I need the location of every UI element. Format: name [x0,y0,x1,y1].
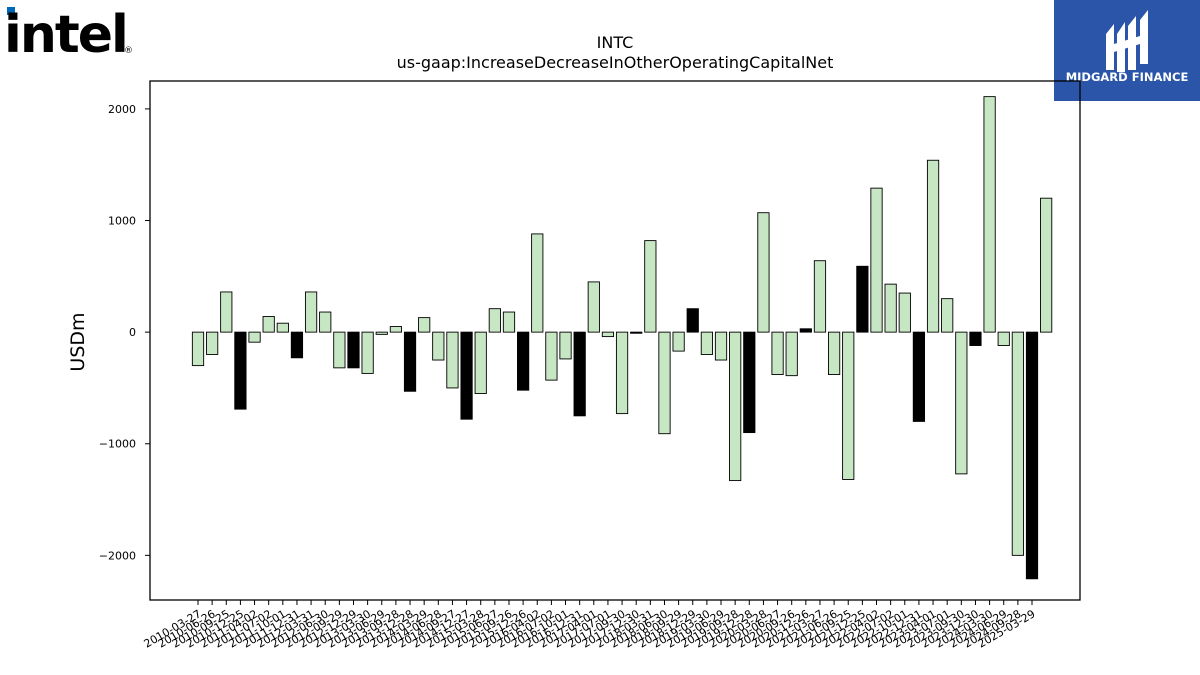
bar-2014-09-27 [446,331,459,389]
bar-2014-12-27 [460,331,473,420]
bar-2012-12-29 [347,331,360,369]
bar-2015-06-27 [488,308,501,333]
bar-2015-09-26 [502,311,516,333]
bar-2022-12-31 [912,331,926,422]
chart-title: INTC [597,33,634,52]
chart-subtitle: us-gaap:IncreaseDecreaseInOtherOperating… [397,53,834,72]
bar-2010-03-27 [191,331,205,367]
bar-2010-06-26 [206,331,219,355]
bar-2017-04-01 [587,281,600,333]
bar-2010-12-25 [234,331,247,410]
bar-2024-09-28 [1011,331,1024,556]
x-axis-ticks: 2010-03-272010-06-262010-09-252010-12-25… [142,600,1038,651]
bar-2016-12-31 [573,331,586,417]
bar-2015-03-28 [474,331,487,394]
bar-2021-09-25 [842,331,855,480]
bar-2013-09-28 [389,326,402,333]
bar-2019-09-28 [729,331,742,482]
bar-2016-10-01 [559,331,572,360]
y-tick-label: 2000 [108,103,136,116]
bar-2018-06-30 [658,331,671,435]
midgard-logo-background [1054,0,1200,101]
bar-2020-12-26 [799,328,812,333]
bar-2011-04-02 [248,331,261,343]
bar-2018-12-29 [686,308,699,333]
bar-2016-07-02 [545,331,558,381]
y-tick-label: −1000 [99,438,136,451]
bar-2013-06-29 [375,331,388,335]
bar-2019-06-29 [714,331,728,361]
bar-2022-10-01 [898,292,911,333]
y-axis-label: USDm [67,312,89,371]
bar-2023-04-01 [926,159,940,333]
bar-2021-06-26 [828,331,841,375]
bar-2011-10-01 [276,322,289,333]
bar-2019-12-28 [743,331,756,434]
bar-2019-03-30 [700,331,713,355]
bar-undefined [1040,197,1053,333]
bar-2011-12-31 [290,331,304,359]
bar-2023-09-30 [955,331,968,475]
y-tick-label: 1000 [108,215,136,228]
bar-2020-09-26 [785,331,798,377]
bar-2017-07-01 [601,331,615,338]
y-tick-label: 0 [129,326,136,339]
bar-2021-03-27 [813,260,827,333]
intel-logo: intel ® [4,5,133,64]
intel-logo-dot [7,7,15,15]
y-tick-label: −2000 [99,549,136,562]
bar-2022-04-02 [870,187,883,333]
bar-2012-03-31 [304,291,318,333]
bar-2020-03-28 [757,212,770,333]
bar-2011-07-02 [262,316,275,333]
bar-2012-09-29 [333,331,346,369]
bar-2025-03-29 [1025,331,1039,580]
bar-2014-06-28 [432,331,445,361]
midgard-finance-logo: MIDGARD FINANCE [1054,0,1200,101]
bar-2014-03-29 [418,317,431,333]
bar-2018-03-31 [644,240,657,333]
intel-logo-registered: ® [124,46,133,56]
bar-2023-12-30 [969,331,982,346]
bar-2024-03-30 [983,96,996,333]
bars-group [191,96,1053,580]
bar-2015-12-26 [517,331,530,391]
bar-2023-07-01 [941,298,954,333]
bar-2018-09-29 [672,331,685,352]
y-axis-ticks: −2000 −1000 0 1000 2000 [99,103,150,562]
bar-2020-06-27 [771,331,784,375]
midgard-logo-text: MIDGARD FINANCE [1066,70,1189,84]
bar-2022-07-02 [884,283,897,333]
bar-2012-06-30 [319,311,332,333]
bar-2010-09-25 [220,291,233,333]
bar-2013-12-28 [403,331,417,392]
bar-2017-12-30 [630,331,643,334]
bar-2017-09-30 [615,331,629,415]
bar-2016-04-02 [531,233,544,333]
bar-2013-03-30 [361,331,374,374]
bar-2024-06-29 [997,331,1010,346]
midgard-m-icon [1106,10,1148,72]
bar-2021-12-25 [856,265,869,333]
intel-logo-text: intel [4,5,127,64]
plot-frame [149,80,1081,601]
